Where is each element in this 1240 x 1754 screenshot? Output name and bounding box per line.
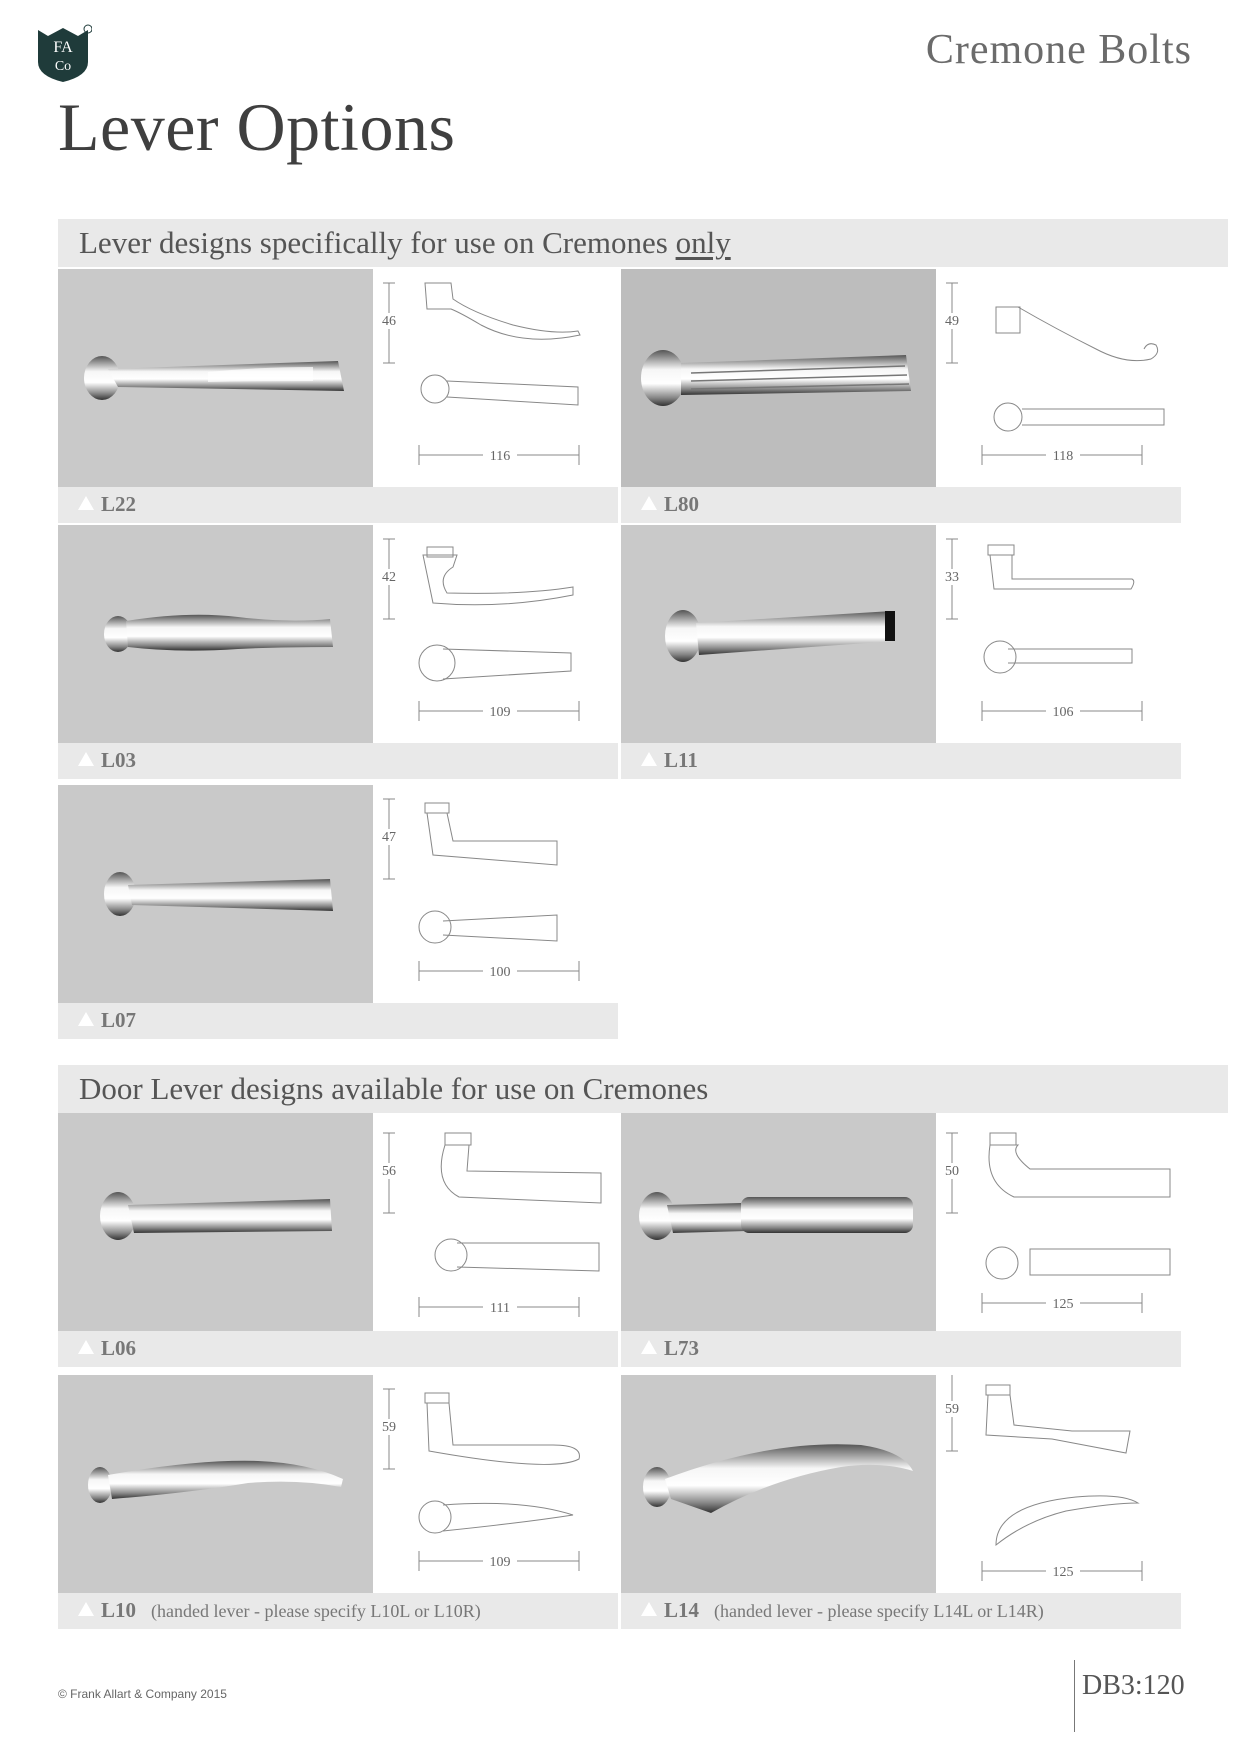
length-dimension: 118 [1053,449,1073,464]
lever-option-l80: 49 118 L80 [621,269,1181,523]
triangle-icon [641,496,657,510]
lever-code: L07 [101,1008,137,1032]
lever-technical-drawing: 49 118 [936,269,1181,487]
height-dimension: 49 [945,314,959,329]
lever-photo [621,1375,936,1593]
height-dimension: 42 [382,570,396,585]
lever-photo [621,269,936,487]
lever-caption: L80 [621,487,1181,523]
triangle-icon [78,496,94,510]
lever-code: L73 [664,1336,700,1360]
page-code: DB3:120 [1082,1670,1185,1701]
lever-photo [58,269,373,487]
length-dimension: 116 [490,449,510,464]
svg-text:FA: FA [53,39,73,56]
triangle-icon [641,752,657,766]
lever-code: L10 [101,1598,137,1622]
lever-technical-drawing: 47 100 [373,785,618,1003]
section-header-cremone-only: Lever designs specifically for use on Cr… [58,219,1228,267]
lever-photo [621,1113,936,1331]
svg-text:Co: Co [55,59,71,74]
length-dimension: 125 [1053,1297,1074,1312]
length-dimension: 125 [1053,1565,1074,1580]
lever-code: L11 [664,748,698,772]
triangle-icon [78,1012,94,1026]
page-title: Lever Options [58,89,456,165]
lever-option-l22: 46 116 L22 [58,269,618,523]
triangle-icon [78,1340,94,1354]
lever-caption: L22 [58,487,618,523]
lever-code: L14 [664,1598,700,1622]
lever-note: (handed lever - please specify L10L or L… [151,1601,481,1621]
lever-photo [621,525,936,743]
lever-caption: L07 [58,1003,618,1039]
lever-technical-drawing: 33 106 [936,525,1181,743]
header-title: Cremone Bolts [925,27,1192,73]
triangle-icon [641,1602,657,1616]
lever-caption: L06 [58,1331,618,1367]
height-dimension: 59 [382,1420,396,1435]
height-dimension: 56 [382,1164,396,1179]
lever-photo [58,1113,373,1331]
triangle-icon [641,1340,657,1354]
lever-code: L80 [664,492,700,516]
lever-option-l14: 59 125 L14 (handed lever - please specif… [621,1370,1181,1629]
section-header-door-levers: Door Lever designs available for use on … [58,1065,1228,1113]
lever-photo [58,785,373,1003]
height-dimension: 47 [382,830,396,845]
lever-photo [58,1375,373,1593]
footer-copyright: © Frank Allart & Company 2015 [58,1687,227,1701]
section-title-emphasis: only [675,225,731,260]
lever-option-l73: 50 125 L73 [621,1113,1181,1367]
company-logo: FA Co [34,24,93,84]
lever-technical-drawing: 50 125 [936,1113,1181,1331]
lever-option-l11: 33 106 L11 [621,525,1181,779]
lever-technical-drawing: 56 111 [373,1113,618,1331]
triangle-icon [78,1602,94,1616]
footer-divider [1074,1660,1075,1732]
height-dimension: 46 [382,314,396,329]
lever-caption: L03 [58,743,618,779]
lever-technical-drawing: 42 109 [373,525,618,743]
length-dimension: 109 [490,705,511,720]
triangle-icon [78,752,94,766]
lever-technical-drawing: 59 109 [373,1375,618,1593]
lever-caption: L73 [621,1331,1181,1367]
lever-technical-drawing: 46 116 [373,269,618,487]
length-dimension: 109 [490,1555,511,1570]
height-dimension: 33 [945,570,959,585]
lever-option-l03: 42 109 L03 [58,525,618,779]
lever-caption: L14 (handed lever - please specify L14L … [621,1593,1181,1629]
lever-note: (handed lever - please specify L14L or L… [714,1601,1044,1621]
lever-option-l10: 59 109 L10 (handed lever - please specif… [58,1375,618,1629]
section-title: Door Lever designs available for use on … [79,1071,709,1106]
height-dimension: 50 [945,1164,959,1179]
lever-code: L03 [101,748,137,772]
lever-caption: L10 (handed lever - please specify L10L … [58,1593,618,1629]
lever-technical-drawing: 59 125 [936,1370,1181,1593]
height-dimension: 59 [945,1402,959,1417]
length-dimension: 106 [1053,705,1074,720]
lever-code: L06 [101,1336,137,1360]
lever-code: L22 [101,492,137,516]
lever-option-l07: 47 100 L07 [58,785,618,1039]
lever-option-l06: 56 111 L06 [58,1113,618,1367]
section-title: Lever designs specifically for use on Cr… [79,225,668,260]
length-dimension: 111 [490,1301,510,1316]
lever-caption: L11 [621,743,1181,779]
lever-photo [58,525,373,743]
length-dimension: 100 [490,965,511,980]
